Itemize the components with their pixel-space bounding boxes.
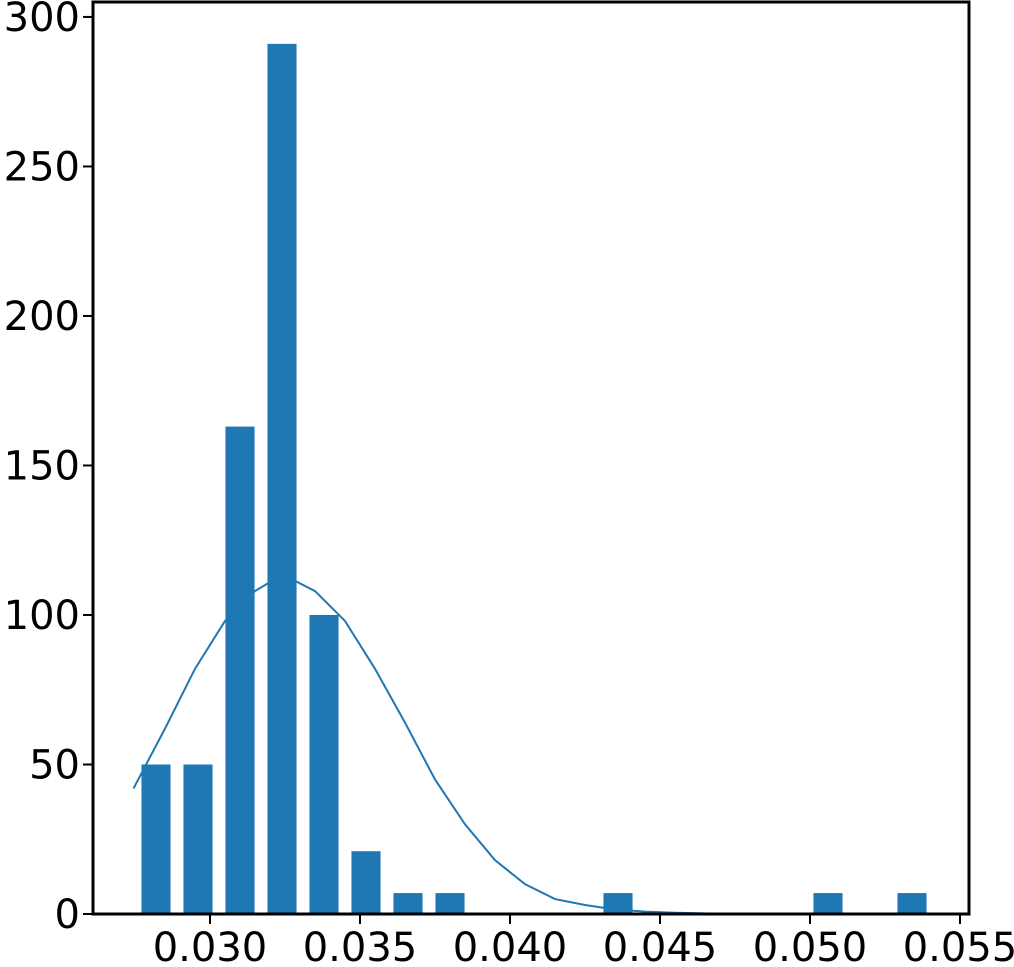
plot-frame xyxy=(91,0,971,916)
x-tick-label: 0.040 xyxy=(453,925,568,967)
bar xyxy=(141,764,171,914)
density-curve xyxy=(132,578,706,915)
x-axis: 0.030 0.035 0.040 0.045 0.050 0.055 xyxy=(153,914,1014,967)
y-tick-label: 300 xyxy=(4,0,80,41)
y-tick-label: 0 xyxy=(55,892,80,938)
x-tick-label: 0.045 xyxy=(603,925,718,967)
bar xyxy=(435,893,465,914)
bar xyxy=(225,426,255,914)
x-tick-label: 0.050 xyxy=(753,925,868,967)
x-tick-label: 0.030 xyxy=(153,925,268,967)
y-axis: 0 50 100 150 200 250 300 xyxy=(4,0,93,938)
y-tick-label: 100 xyxy=(4,593,80,639)
bar xyxy=(183,764,213,914)
bar xyxy=(267,43,297,914)
y-tick-label: 250 xyxy=(4,144,80,190)
bar xyxy=(897,893,927,914)
bar xyxy=(393,893,423,914)
bar xyxy=(813,893,843,914)
bar-series xyxy=(141,43,927,914)
x-tick-label: 0.035 xyxy=(303,925,418,967)
y-tick-label: 200 xyxy=(4,294,80,340)
bar xyxy=(351,851,381,914)
y-tick-label: 150 xyxy=(4,443,80,489)
x-tick-label: 0.055 xyxy=(903,925,1014,967)
y-tick-label: 50 xyxy=(29,742,80,788)
bar xyxy=(309,614,339,914)
